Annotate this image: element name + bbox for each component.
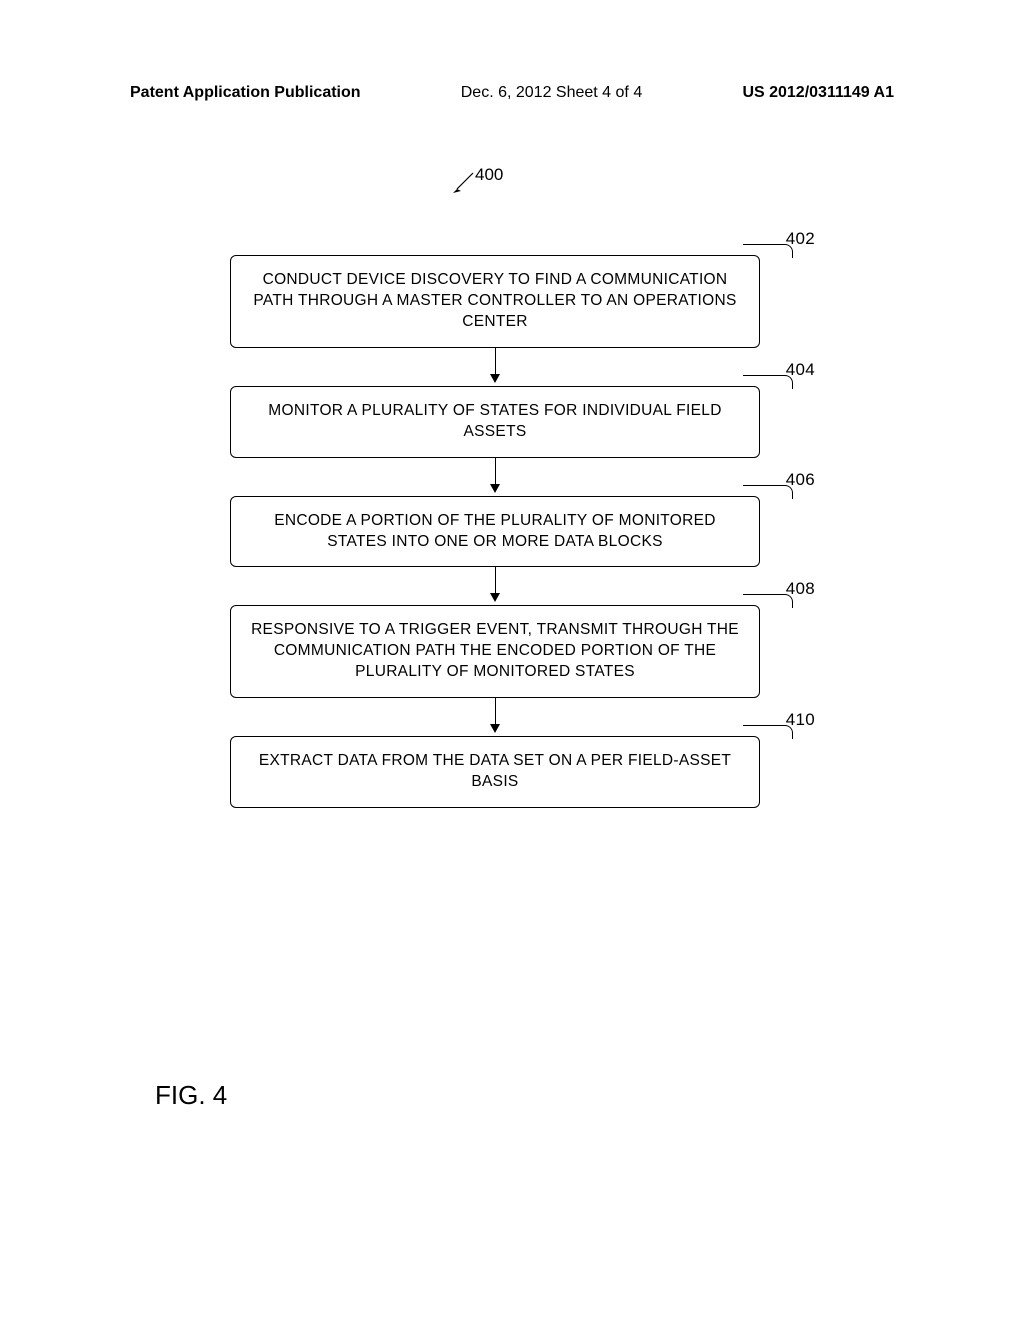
- header-publication-number: US 2012/0311149 A1: [742, 84, 894, 102]
- flowchart-connector: [230, 698, 760, 736]
- step-text: RESPONSIVE TO A TRIGGER EVENT, TRANSMIT …: [251, 621, 739, 680]
- arrow-down-icon: [490, 724, 500, 733]
- figure-label: FIG. 4: [155, 1080, 227, 1111]
- step-label: 408: [786, 578, 815, 601]
- header-date-sheet: Dec. 6, 2012 Sheet 4 of 4: [461, 84, 642, 102]
- reference-arrow-icon: [453, 171, 475, 193]
- flowchart-step: 404 MONITOR A PLURALITY OF STATES FOR IN…: [230, 386, 760, 458]
- flowchart-step: 402 CONDUCT DEVICE DISCOVERY TO FIND A C…: [230, 255, 760, 348]
- step-label: 402: [786, 228, 815, 251]
- header-publication-type: Patent Application Publication: [130, 84, 361, 102]
- flowchart-step: 408 RESPONSIVE TO A TRIGGER EVENT, TRANS…: [230, 605, 760, 698]
- flowchart-connector: [230, 567, 760, 605]
- flowchart-step: 410 EXTRACT DATA FROM THE DATA SET ON A …: [230, 736, 760, 808]
- arrow-down-icon: [490, 593, 500, 602]
- flowchart-connector: [230, 458, 760, 496]
- diagram-reference-number: 400: [475, 165, 503, 185]
- flowchart-steps: 402 CONDUCT DEVICE DISCOVERY TO FIND A C…: [230, 255, 760, 808]
- page-header: Patent Application Publication Dec. 6, 2…: [0, 84, 1024, 102]
- arrow-down-icon: [490, 484, 500, 493]
- flowchart-step: 406 ENCODE A PORTION OF THE PLURALITY OF…: [230, 496, 760, 568]
- step-text: CONDUCT DEVICE DISCOVERY TO FIND A COMMU…: [253, 271, 736, 330]
- step-label: 406: [786, 469, 815, 492]
- step-label: 404: [786, 359, 815, 382]
- step-text: ENCODE A PORTION OF THE PLURALITY OF MON…: [274, 512, 716, 550]
- step-text: EXTRACT DATA FROM THE DATA SET ON A PER …: [259, 752, 731, 790]
- step-text: MONITOR A PLURALITY OF STATES FOR INDIVI…: [268, 402, 721, 440]
- step-label: 410: [786, 709, 815, 732]
- flowchart-connector: [230, 348, 760, 386]
- arrow-down-icon: [490, 374, 500, 383]
